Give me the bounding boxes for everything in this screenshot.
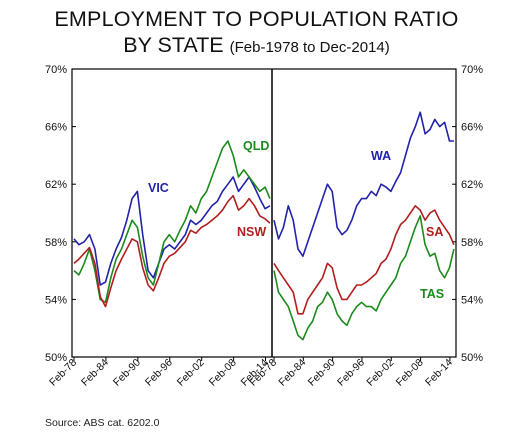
y-tick-label-right: 66%: [461, 122, 483, 134]
title-line-1: EMPLOYMENT TO POPULATION RATIO: [54, 7, 459, 31]
series-line-vic: [73, 176, 271, 286]
title-subtitle: (Feb-1978 to Dec-2014): [229, 39, 390, 56]
y-tick-label-right: 58%: [461, 237, 483, 249]
series-label-tas: TAS: [420, 287, 444, 301]
plot-frame: [71, 68, 457, 358]
title-line-2: BY STATE (Feb-1978 to Dec-2014): [0, 32, 513, 61]
series-label-vic: VIC: [148, 181, 169, 195]
y-tick-label-left: 50%: [45, 352, 67, 364]
x-tick-label: Feb-90: [306, 357, 338, 389]
series-line-nsw: [73, 194, 271, 308]
series-line-wa: [273, 111, 454, 258]
y-tick-label-right: 54%: [461, 294, 483, 306]
y-tick-label-right: 50%: [461, 352, 483, 364]
y-tick-label-right: 62%: [461, 179, 483, 191]
x-tick-label: Feb-84: [276, 357, 308, 389]
series-label-qld: QLD: [243, 139, 269, 153]
x-tick-label: Feb-08: [207, 357, 239, 389]
y-tick-label-left: 66%: [45, 122, 67, 134]
series-label-nsw: NSW: [237, 225, 266, 239]
y-tick-label-left: 58%: [45, 237, 67, 249]
title-line-2-main: BY STATE: [123, 33, 224, 57]
x-tick-label: Feb-02: [175, 357, 207, 389]
y-tick-label-right: 70%: [461, 64, 483, 76]
y-tick-label-left: 70%: [45, 64, 67, 76]
x-tick-label: Feb-14: [423, 357, 455, 389]
x-tick-label: Feb-90: [111, 357, 143, 389]
x-tick-label: Feb-02: [364, 357, 396, 389]
x-tick-label: Feb-84: [79, 357, 111, 389]
series-label-sa: SA: [426, 225, 443, 239]
y-tick-label-left: 54%: [45, 294, 67, 306]
series-line-sa: [273, 205, 455, 315]
series-line-qld: [73, 140, 271, 304]
series-label-wa: WA: [371, 149, 391, 163]
series-line-tas: [273, 215, 455, 341]
x-tick-label: Feb-08: [394, 357, 426, 389]
source-note: Source: ABS cat. 6202.0: [45, 417, 160, 429]
chart-title: EMPLOYMENT TO POPULATION RATIO BY STATE …: [0, 6, 513, 61]
x-tick-label: Feb-96: [335, 357, 367, 389]
y-tick-label-left: 62%: [45, 179, 67, 191]
x-tick-label: Feb-96: [143, 357, 175, 389]
